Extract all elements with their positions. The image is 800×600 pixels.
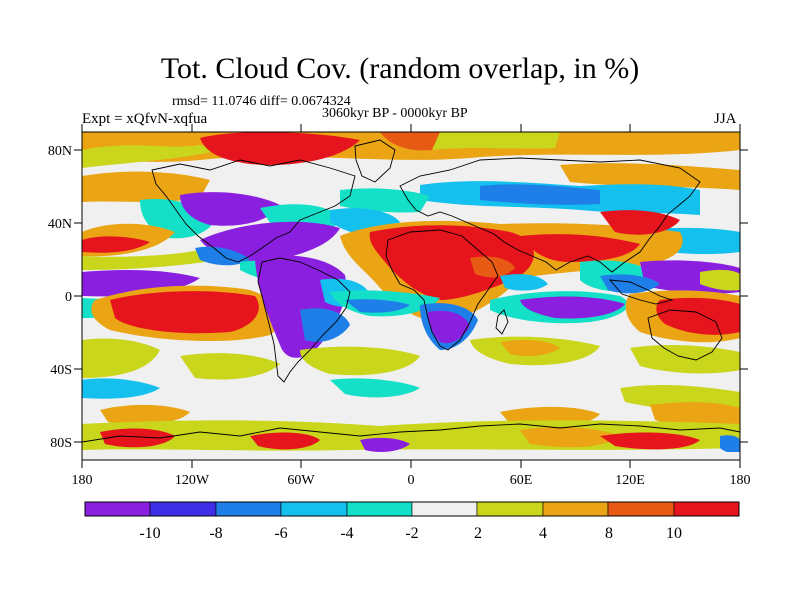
- lat-label: 40N: [48, 217, 72, 232]
- lon-label: 180: [730, 473, 751, 488]
- contour-region: [300, 346, 420, 376]
- contour-region: [470, 256, 515, 278]
- contour-region: [600, 132, 740, 148]
- contour-region: [110, 291, 259, 334]
- colorbar-label: 4: [539, 525, 547, 542]
- colorbar-swatch: [607, 501, 675, 517]
- contour-region: [100, 428, 175, 448]
- colorbar-label: 8: [605, 525, 613, 542]
- colorbar-swatch: [84, 501, 151, 517]
- contour-region: [700, 269, 740, 291]
- contour-region: [340, 188, 430, 213]
- contour-region: [420, 132, 560, 150]
- colorbar-label: -10: [139, 525, 160, 542]
- contour-region: [369, 225, 534, 300]
- colorbar-label: -8: [209, 525, 222, 542]
- contour-region: [360, 437, 410, 452]
- coastlines: [82, 139, 740, 443]
- colorbar-labels: -10 -8 -6 -4 -2 2 4 8 10: [139, 525, 682, 542]
- experiment-label: Expt = xQfvN-xqfua: [82, 111, 208, 127]
- lon-label: 60W: [287, 473, 315, 488]
- contour-region: [180, 192, 280, 226]
- colorbar-label: -6: [274, 525, 287, 542]
- colorbar-swatch: [673, 501, 740, 517]
- plot-title: Tot. Cloud Cov. (random overlap, in %): [160, 52, 640, 85]
- lat-ticks: [74, 149, 748, 443]
- lat-label: 40S: [50, 363, 72, 378]
- lon-label: 60E: [510, 473, 533, 488]
- contour-region: [480, 184, 600, 205]
- stats-text: rmsd= 11.0746 diff= 0.0674324: [172, 94, 351, 109]
- lon-label: 120W: [175, 473, 210, 488]
- contour-region: [428, 310, 470, 344]
- colorbar: -10 -8 -6 -4 -2 2 4 8 10: [84, 501, 740, 542]
- lat-label: 80N: [48, 144, 72, 159]
- colorbar-swatch: [476, 501, 544, 517]
- contour-region: [250, 432, 320, 450]
- contour-region: [600, 432, 700, 450]
- lon-label: 0: [408, 473, 415, 488]
- contour-region: [380, 132, 440, 151]
- contour-region: [345, 299, 410, 313]
- contour-region: [82, 378, 160, 399]
- contour-region: [600, 210, 680, 235]
- contour-region: [300, 308, 350, 342]
- contour-region: [200, 132, 360, 165]
- contour-region: [195, 246, 250, 266]
- period-text: 3060kyr BP - 0000kyr BP: [322, 106, 468, 121]
- contour-region: [630, 345, 740, 374]
- colorbar-label: 10: [666, 525, 682, 542]
- colorbar-swatch: [411, 501, 478, 517]
- cloud-cover-field: [82, 132, 740, 460]
- colorbar-swatch: [346, 501, 413, 517]
- contour-region: [82, 236, 150, 253]
- season-label: JJA: [714, 111, 737, 127]
- contour-region: [656, 297, 740, 335]
- colorbar-swatch: [215, 501, 282, 517]
- contour-region: [82, 145, 220, 168]
- contour-region: [82, 171, 210, 202]
- lat-label: 80S: [50, 436, 72, 451]
- contour-region: [82, 338, 160, 378]
- contour-region: [210, 177, 360, 199]
- contour-region: [180, 353, 280, 380]
- contour-region: [650, 402, 740, 428]
- coastline-north-america: [151, 159, 356, 263]
- contour-region: [500, 340, 560, 356]
- coastline-south-america: [257, 257, 351, 383]
- coastline-australia: [647, 309, 723, 361]
- contour-region: [520, 296, 625, 319]
- colorbar-swatch: [542, 501, 609, 517]
- lon-labels: 180 120W 60W 0 60E 120E 180: [72, 473, 751, 488]
- contour-region: [500, 274, 548, 291]
- coastline-africa: [385, 229, 499, 351]
- contour-region: [82, 250, 205, 270]
- lat-label: 0: [65, 290, 72, 305]
- coastline-antarctica: [82, 423, 740, 443]
- contour-region: [560, 163, 740, 190]
- contour-region: [520, 234, 640, 262]
- lat-labels: 80N 40N 0 40S 80S: [48, 144, 72, 451]
- lon-ticks: [81, 124, 741, 468]
- colorbar-label: 2: [474, 525, 482, 542]
- contour-region: [720, 435, 740, 453]
- contour-region: [100, 404, 190, 425]
- coastline-indonesia: [608, 279, 674, 305]
- colorbar-swatch: [280, 501, 348, 517]
- contour-region: [440, 167, 560, 185]
- contour-region: [82, 452, 740, 460]
- colorbar-label: -2: [405, 525, 418, 542]
- coastline-eurasia: [399, 157, 701, 273]
- lon-label: 180: [72, 473, 93, 488]
- colorbar-frame: [84, 501, 740, 517]
- lon-label: 120E: [615, 473, 645, 488]
- contour-region: [520, 427, 620, 448]
- contour-region: [330, 378, 420, 398]
- colorbar-label: -4: [340, 525, 353, 542]
- colorbar-swatch: [149, 501, 217, 517]
- coastline-greenland: [354, 139, 396, 183]
- coastline-madagascar: [495, 309, 509, 335]
